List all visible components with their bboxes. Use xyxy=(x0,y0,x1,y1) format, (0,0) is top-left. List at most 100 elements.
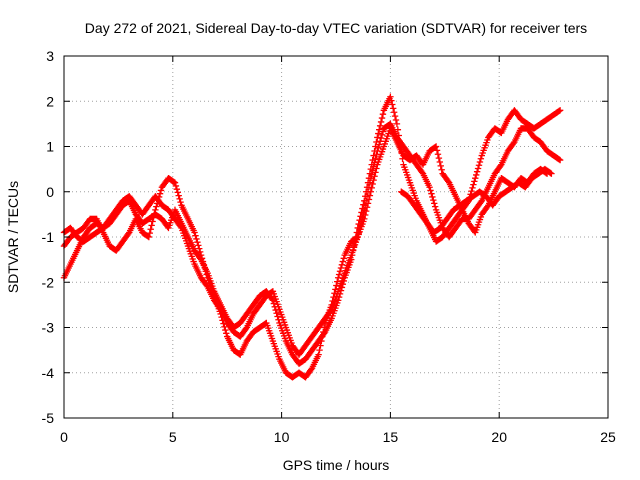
data-point xyxy=(196,255,204,262)
data-point xyxy=(275,316,282,323)
y-tick-label: 3 xyxy=(46,48,54,64)
data-point xyxy=(340,255,347,262)
data-point xyxy=(171,179,179,186)
data-point xyxy=(177,198,184,206)
y-tick-label: 1 xyxy=(46,139,54,155)
data-point xyxy=(372,169,379,176)
data-points xyxy=(60,93,564,381)
data-point xyxy=(431,203,439,210)
data-point xyxy=(476,158,484,166)
data-point xyxy=(399,155,406,162)
data-point xyxy=(379,110,387,118)
axis-ticks xyxy=(63,55,609,419)
x-tick-label: 0 xyxy=(60,429,68,445)
data-point xyxy=(330,293,337,301)
data-point xyxy=(510,140,517,147)
data-point xyxy=(365,196,373,203)
data-point xyxy=(371,173,378,180)
data-point xyxy=(307,366,315,373)
data-point xyxy=(335,271,343,278)
data-point xyxy=(375,144,382,151)
data-point xyxy=(157,187,165,194)
data-point xyxy=(477,155,485,162)
y-tick-labels: -5 -4 -3 -2 -1 0 1 2 3 xyxy=(42,48,55,426)
data-point xyxy=(272,306,279,314)
data-point xyxy=(334,297,342,304)
data-point xyxy=(556,107,564,114)
data-point xyxy=(364,200,372,207)
data-point xyxy=(362,211,369,219)
data-point xyxy=(334,278,341,285)
data-point xyxy=(337,264,345,272)
data-point xyxy=(242,325,250,332)
data-point xyxy=(378,114,386,122)
data-point xyxy=(371,147,378,155)
data-point xyxy=(156,190,164,197)
data-point xyxy=(484,203,491,210)
data-point xyxy=(148,222,155,229)
data-point xyxy=(173,185,181,193)
data-point xyxy=(221,323,228,331)
data-point xyxy=(378,131,386,139)
data-point xyxy=(172,182,180,190)
data-point xyxy=(219,317,226,324)
data-point xyxy=(192,232,199,239)
chart-title: Day 272 of 2021, Sidereal Day-to-day VTE… xyxy=(85,20,587,36)
data-point xyxy=(191,229,198,236)
data-point xyxy=(222,326,229,334)
data-point xyxy=(394,126,402,133)
data-point xyxy=(397,143,404,151)
data-point xyxy=(392,116,400,124)
data-point xyxy=(354,224,361,232)
data-point xyxy=(445,178,452,185)
series-3 xyxy=(60,93,564,367)
data-point xyxy=(474,165,482,172)
data-point xyxy=(375,130,382,137)
data-point xyxy=(434,151,442,158)
data-point xyxy=(220,320,227,327)
data-point xyxy=(357,213,364,220)
data-point xyxy=(193,235,200,243)
data-point xyxy=(358,209,365,216)
data-point xyxy=(348,251,356,259)
data-point xyxy=(497,162,504,170)
data-point xyxy=(153,203,160,210)
data-point xyxy=(370,152,377,159)
series-4 xyxy=(398,165,555,236)
data-point xyxy=(431,200,438,207)
data-point xyxy=(372,143,379,150)
data-point xyxy=(195,242,202,249)
y-tick-label: -3 xyxy=(42,320,55,336)
data-point xyxy=(268,295,276,303)
data-point xyxy=(398,149,405,157)
data-point xyxy=(430,196,437,204)
data-point xyxy=(361,215,368,223)
x-tick-label: 10 xyxy=(274,429,290,445)
data-point xyxy=(363,184,371,191)
x-tick-labels: 0 5 10 15 20 25 xyxy=(60,429,616,445)
data-point xyxy=(472,174,479,182)
data-point xyxy=(334,274,342,281)
data-point xyxy=(548,170,555,177)
x-axis-title: GPS time / hours xyxy=(283,457,390,473)
y-tick-label: 2 xyxy=(46,93,54,109)
x-tick-label: 5 xyxy=(169,429,177,445)
data-point xyxy=(369,180,376,188)
data-point xyxy=(362,188,370,195)
data-point xyxy=(315,351,322,358)
data-point xyxy=(395,132,402,139)
data-point xyxy=(352,233,360,241)
data-point xyxy=(427,187,434,194)
data-point xyxy=(376,122,384,130)
data-point xyxy=(273,310,280,317)
data-point xyxy=(340,277,347,285)
data-point xyxy=(391,112,399,120)
data-point xyxy=(360,201,367,208)
data-point xyxy=(470,181,477,188)
data-point xyxy=(432,143,440,150)
data-point xyxy=(477,198,485,206)
x-tick-label: 15 xyxy=(383,429,399,445)
data-point xyxy=(396,138,403,145)
data-point xyxy=(428,190,435,197)
